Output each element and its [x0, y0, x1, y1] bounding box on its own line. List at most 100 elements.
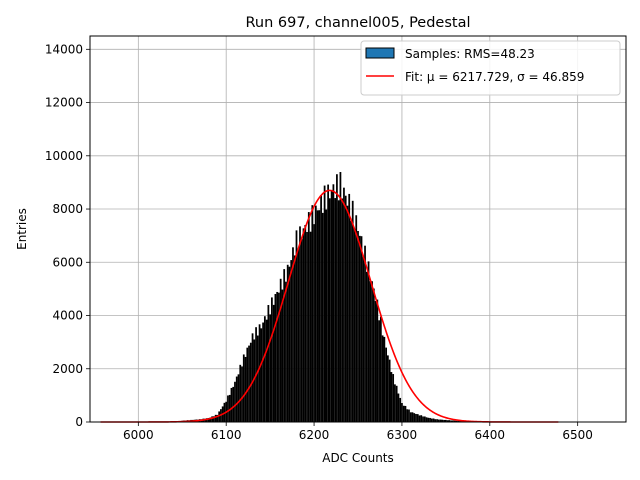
histogram-bar [286, 264, 289, 422]
legend-fit-label: Fit: μ = 6217.729, σ = 46.859 [405, 70, 584, 84]
histogram-bar [362, 256, 365, 422]
histogram-bar [369, 281, 372, 422]
histogram-bar [444, 419, 447, 422]
chart-title: Run 697, channel005, Pedestal [245, 15, 470, 31]
histogram-bar [450, 420, 453, 422]
histogram-bar [334, 198, 337, 422]
histogram-bar [239, 364, 242, 422]
histogram-bar [249, 342, 252, 422]
histogram-bar [302, 228, 305, 422]
histogram-bar [397, 393, 400, 422]
histogram-bar [297, 249, 300, 422]
histogram-bar [232, 386, 235, 422]
histogram-bar [213, 416, 215, 422]
y-tick-label: 6000 [52, 255, 83, 269]
histogram-bar [248, 345, 250, 422]
histogram-bar [394, 384, 396, 422]
histogram-bar [348, 193, 351, 422]
plot-frame [89, 35, 627, 423]
x-tick-label: 6200 [299, 428, 330, 442]
histogram-bar [262, 322, 264, 422]
histogram-bar [278, 292, 280, 422]
histogram-bar [350, 220, 352, 422]
histogram-bar [360, 236, 363, 422]
histogram-bar [230, 387, 233, 422]
histogram-bar [313, 224, 315, 422]
histogram-bar [205, 418, 208, 422]
histogram-bar [448, 420, 451, 422]
histogram-bar [455, 420, 458, 422]
histogram-bar [339, 172, 342, 422]
histogram-bar [427, 417, 430, 422]
histogram-bar [355, 215, 358, 422]
histogram-bar [413, 413, 416, 422]
histogram-bar [459, 420, 461, 422]
histogram-bar [374, 301, 377, 422]
histogram-bar [241, 366, 243, 422]
histogram-bar [379, 316, 382, 422]
y-tick-label: 10000 [45, 149, 83, 163]
histogram-bar [343, 187, 345, 422]
histogram-bar [432, 418, 435, 422]
histogram-bar [227, 395, 229, 422]
histogram-bar [267, 305, 270, 422]
histogram-bar [216, 414, 219, 422]
histogram-bar [385, 347, 387, 422]
histogram-bar [353, 228, 356, 422]
y-axis-ticks: 0 2000 4000 6000 8000 10000 12000 14000 [45, 42, 90, 429]
histogram-bar [325, 209, 328, 422]
histogram-bar [311, 205, 314, 422]
histogram-bar [218, 411, 221, 422]
histogram-bar [415, 413, 417, 422]
histogram-bar [320, 195, 322, 422]
histogram-bar [344, 195, 347, 422]
histogram-bar [327, 184, 330, 422]
histogram-bar [265, 319, 268, 422]
histogram-bar [425, 417, 428, 422]
histogram-bar [358, 235, 361, 422]
histogram-bar [390, 372, 393, 422]
histogram-bar [332, 184, 335, 422]
histogram-bar [330, 189, 333, 422]
histogram-bar [357, 231, 359, 422]
histogram-bar [246, 347, 249, 422]
histogram-bar [409, 412, 412, 422]
x-tick-label: 6300 [387, 428, 418, 442]
histogram-bar [372, 288, 375, 422]
legend-box [360, 40, 621, 96]
histogram-bar [367, 261, 370, 422]
histogram-bar [430, 418, 433, 422]
legend-histogram-patch [365, 47, 395, 59]
histogram-bar [274, 294, 277, 422]
histogram-bar [244, 356, 247, 422]
histogram-bar [258, 324, 261, 422]
histogram-bar [263, 316, 266, 422]
histogram-bar [420, 415, 423, 422]
histogram-bar [242, 354, 245, 422]
histogram-bar [406, 409, 409, 422]
histogram-bar [272, 304, 275, 422]
histogram-bar [376, 299, 379, 422]
histogram-bar [411, 412, 414, 422]
histogram-bar [321, 212, 324, 422]
histogram-bar [392, 374, 395, 422]
y-tick-label: 4000 [52, 309, 83, 323]
histogram-bar [460, 420, 463, 422]
histogram-bar [295, 230, 298, 422]
x-tick-label: 6400 [475, 428, 506, 442]
histogram-bar [446, 420, 449, 422]
histogram-bar [209, 417, 212, 422]
histogram-bar [422, 416, 424, 422]
histogram-bar [388, 359, 391, 422]
histogram-bar [404, 405, 407, 422]
histogram-bar [281, 289, 284, 422]
legend-histogram-label: Samples: RMS=48.23 [405, 47, 535, 61]
histogram-bar [351, 200, 354, 422]
histogram-bar [434, 419, 437, 422]
histogram-bar [211, 416, 214, 422]
histogram-bar [300, 239, 303, 422]
y-axis-label: Entries [15, 208, 29, 250]
histogram-bar [306, 231, 308, 422]
histogram-bar [443, 419, 445, 422]
